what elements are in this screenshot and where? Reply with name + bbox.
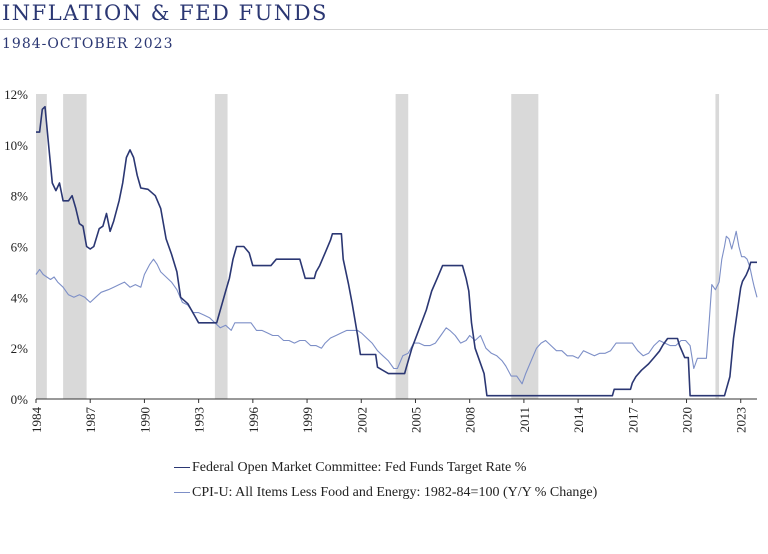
series-lines: [35, 105, 758, 397]
recession-band-0: [36, 94, 47, 399]
x-tick-label: 2014: [571, 407, 586, 434]
x-tick-label: 2020: [680, 407, 695, 433]
y-axis: 0% 2% 4% 6% 8% 10% 12%: [4, 87, 757, 407]
title-divider: [0, 29, 768, 30]
chart-subtitle: 1984-OCTOBER 2023: [2, 36, 174, 52]
chart-title: INFLATION & FED FUNDS: [2, 1, 328, 25]
y-tick-label: 4%: [11, 290, 29, 305]
y-tick-label: 10%: [4, 138, 28, 153]
x-tick-label: 2008: [463, 407, 478, 433]
x-tick-label: 1987: [83, 407, 98, 434]
x-tick-label: 2011: [517, 407, 532, 433]
y-tick-label: 0%: [11, 392, 29, 407]
legend-label-cpi: CPI-U: All Items Less Food and Energy: 1…: [192, 484, 598, 500]
y-tick-label: 2%: [11, 341, 29, 356]
recession-band-1: [63, 94, 87, 399]
legend-item-fed-funds: Federal Open Market Committee: Fed Funds…: [174, 455, 597, 480]
x-tick-label: 2023: [734, 407, 749, 433]
y-tick-label: 8%: [11, 189, 29, 204]
x-tick-label: 1999: [300, 407, 315, 433]
recession-band-4: [511, 94, 539, 399]
recession-bands: [36, 94, 720, 399]
x-tick-label: 1990: [137, 407, 152, 433]
recession-band-2: [214, 94, 228, 399]
x-tick-label: 1996: [246, 407, 261, 434]
y-tick-label: 6%: [11, 240, 29, 255]
x-tick-label: 2005: [408, 407, 423, 433]
y-tick-label: 12%: [4, 87, 28, 102]
x-tick-label: 2002: [354, 407, 369, 433]
recession-band-5: [715, 94, 720, 399]
recession-band-3: [395, 94, 409, 399]
legend: Federal Open Market Committee: Fed Funds…: [174, 455, 597, 505]
legend-label-fed-funds: Federal Open Market Committee: Fed Funds…: [192, 459, 527, 475]
legend-swatch-fed-funds: [174, 467, 190, 468]
series-line-fed-funds: [36, 105, 757, 397]
x-tick-label: 1993: [192, 407, 207, 433]
legend-item-cpi: CPI-U: All Items Less Food and Energy: 1…: [174, 480, 597, 505]
series-line-cpi: [35, 230, 758, 385]
x-axis: 1984 1987 1990 1993 1996 1999 2002 2005 2008 2011…: [29, 399, 749, 433]
legend-swatch-cpi: [174, 492, 190, 493]
x-tick-label: 1984: [29, 407, 44, 434]
x-tick-label: 2017: [625, 407, 640, 434]
